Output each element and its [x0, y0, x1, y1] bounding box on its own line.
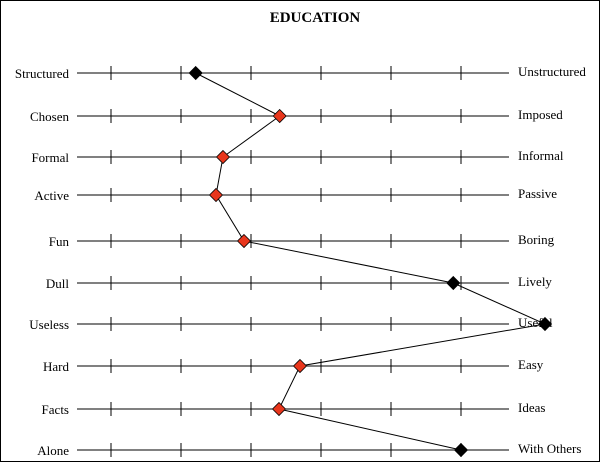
data-point-diamond	[188, 65, 203, 81]
right-anchor-label: Ideas	[518, 400, 545, 415]
right-anchor-label: Lively	[518, 274, 552, 289]
right-anchor-label: Passive	[518, 186, 557, 201]
data-point-diamond	[271, 401, 287, 417]
data-point-diamond	[292, 358, 308, 374]
right-anchor-label: With Others	[518, 441, 581, 456]
profile-line	[195, 72, 547, 451]
data-point-diamond	[272, 108, 287, 124]
left-anchor-label: Active	[34, 188, 69, 203]
left-anchor-label: Useless	[29, 317, 69, 332]
right-anchor-label: Unstructured	[518, 64, 586, 79]
chart-title: EDUCATION	[270, 10, 361, 26]
data-point-diamond	[236, 233, 252, 249]
left-anchor-label: Facts	[42, 402, 69, 417]
data-point-diamond	[215, 149, 231, 165]
left-anchor-label: Structured	[15, 66, 70, 81]
left-anchor-label: Hard	[43, 359, 69, 374]
left-anchor-label: Alone	[37, 443, 69, 458]
left-anchor-label: Fun	[49, 234, 70, 249]
data-point-diamond	[453, 442, 469, 458]
right-anchor-label: Informal	[518, 148, 564, 163]
right-anchor-label: Boring	[518, 232, 555, 247]
right-anchor-label: Easy	[518, 357, 544, 372]
data-point-diamond	[446, 275, 461, 291]
left-anchor-label: Dull	[46, 276, 70, 291]
right-anchor-label: Imposed	[518, 107, 563, 122]
left-anchor-label: Chosen	[30, 109, 70, 124]
left-anchor-label: Formal	[31, 150, 69, 165]
data-point-diamond	[208, 187, 224, 203]
data-point-diamond	[537, 316, 553, 332]
